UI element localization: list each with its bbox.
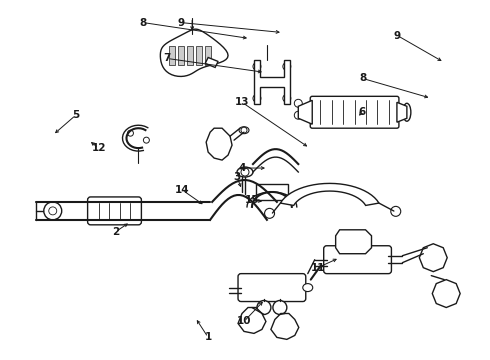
Text: 10: 10 [237, 316, 251, 327]
Circle shape [273, 301, 287, 315]
Text: 2: 2 [112, 227, 119, 237]
Circle shape [294, 111, 302, 119]
Ellipse shape [266, 187, 278, 197]
Circle shape [257, 187, 267, 197]
FancyBboxPatch shape [88, 197, 142, 225]
Polygon shape [271, 314, 299, 339]
Circle shape [214, 138, 222, 146]
Text: 11: 11 [311, 263, 325, 273]
Polygon shape [298, 100, 312, 124]
Polygon shape [205, 58, 218, 67]
Ellipse shape [303, 284, 313, 292]
Circle shape [253, 94, 261, 102]
Circle shape [358, 237, 368, 247]
Polygon shape [419, 244, 447, 272]
FancyBboxPatch shape [324, 246, 392, 274]
Circle shape [241, 127, 247, 133]
Text: 12: 12 [91, 143, 106, 153]
Circle shape [426, 257, 436, 267]
FancyBboxPatch shape [238, 274, 306, 302]
Circle shape [244, 325, 250, 332]
Text: 1: 1 [204, 332, 212, 342]
Text: 9: 9 [178, 18, 185, 28]
Circle shape [294, 99, 302, 107]
Polygon shape [238, 307, 266, 333]
Text: 15: 15 [245, 195, 259, 205]
Ellipse shape [403, 103, 411, 121]
Circle shape [283, 94, 291, 102]
Polygon shape [336, 230, 371, 254]
Text: 5: 5 [72, 110, 79, 120]
Circle shape [253, 62, 261, 71]
Circle shape [44, 202, 62, 220]
Polygon shape [254, 60, 290, 104]
Text: 8: 8 [140, 18, 147, 28]
Circle shape [277, 187, 287, 197]
Circle shape [343, 236, 356, 248]
Text: 3: 3 [233, 172, 241, 182]
Circle shape [283, 62, 291, 71]
Ellipse shape [239, 127, 249, 134]
Circle shape [241, 168, 249, 176]
Text: 13: 13 [235, 97, 249, 107]
Polygon shape [187, 45, 193, 66]
Polygon shape [397, 102, 407, 122]
Circle shape [391, 206, 401, 216]
Text: 14: 14 [175, 185, 190, 195]
Circle shape [144, 137, 149, 143]
Text: 4: 4 [238, 163, 245, 173]
Circle shape [127, 130, 133, 136]
Text: 8: 8 [359, 73, 366, 84]
Polygon shape [256, 184, 288, 200]
Polygon shape [169, 45, 175, 66]
Polygon shape [206, 128, 232, 160]
Polygon shape [196, 45, 202, 66]
Polygon shape [178, 45, 184, 66]
Circle shape [277, 332, 283, 337]
FancyBboxPatch shape [310, 96, 399, 128]
Circle shape [439, 293, 449, 302]
Text: 6: 6 [358, 107, 365, 117]
Circle shape [257, 301, 271, 315]
Text: 7: 7 [164, 54, 171, 63]
Polygon shape [160, 29, 228, 76]
Polygon shape [205, 45, 211, 66]
Circle shape [265, 208, 274, 218]
Polygon shape [432, 280, 460, 307]
Circle shape [280, 323, 290, 332]
Text: 9: 9 [394, 31, 401, 41]
Circle shape [49, 207, 57, 215]
Polygon shape [280, 183, 379, 206]
Circle shape [247, 316, 257, 327]
Ellipse shape [237, 167, 253, 177]
